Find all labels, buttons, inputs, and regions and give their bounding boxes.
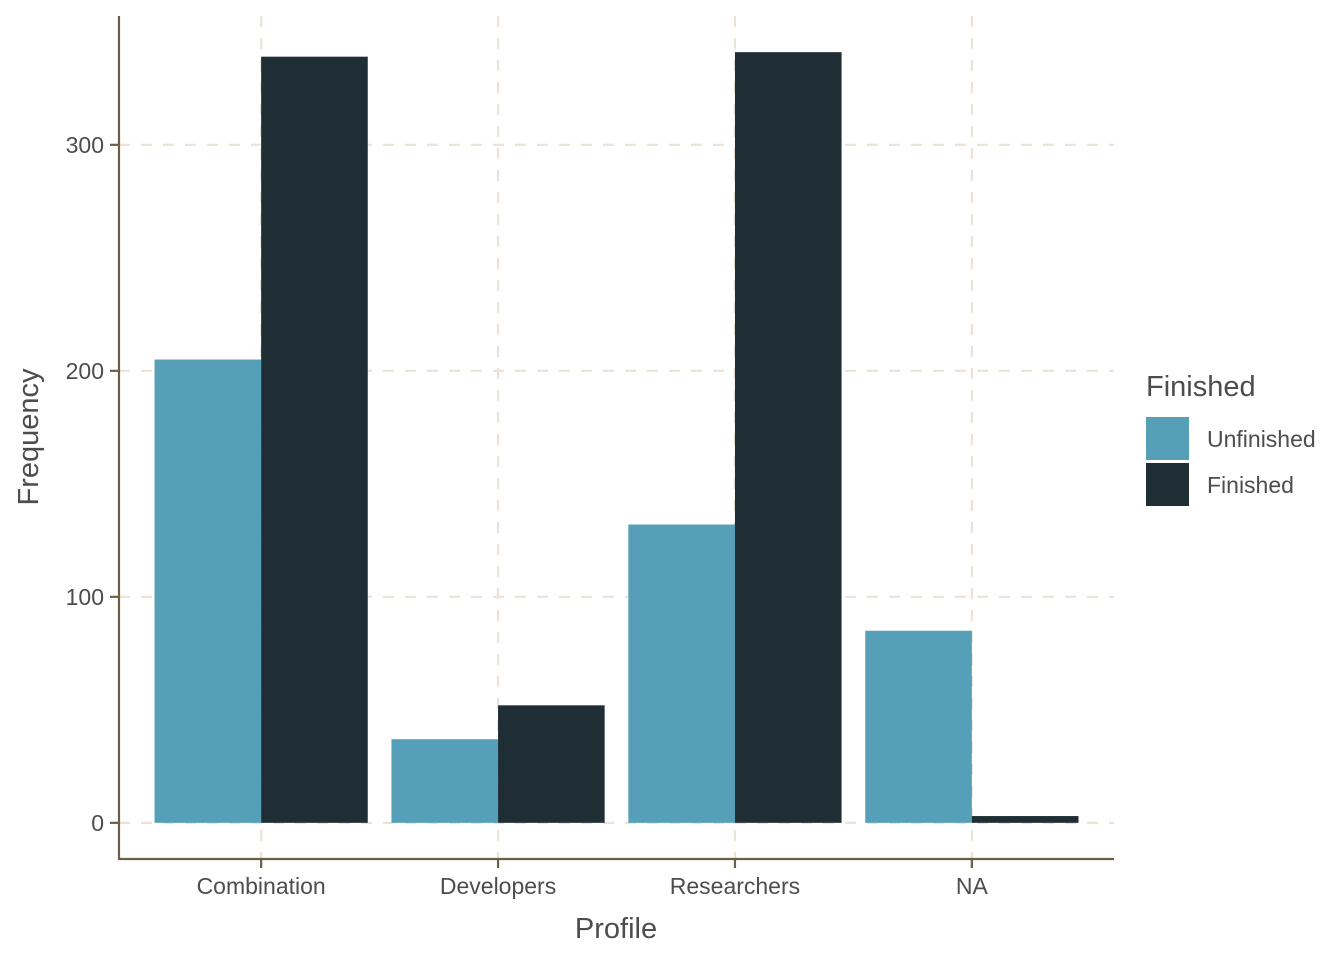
bar-unfinished [154,359,262,823]
legend-items: Unfinished Finished [1146,417,1316,506]
legend-label: Unfinished [1207,426,1316,452]
bar-unfinished [628,524,735,823]
legend-key-unfinished [1146,417,1189,460]
ticks-layer: 0 100 200 300 Combination Developers Researche… [66,132,989,899]
bar-unfinished [391,739,499,823]
bar-finished [734,52,842,823]
bar-finished [498,705,605,823]
y-axis-title: Frequency [13,368,45,506]
x-tick-label: NA [956,873,989,899]
legend-title: Finished [1146,371,1256,403]
legend: Finished Unfinished Finished [1146,371,1316,506]
x-tick-label: Combination [197,873,326,899]
bars-layer [154,52,1079,823]
y-tick-label: 100 [66,584,104,610]
bar-finished [261,56,368,823]
x-tick-label: Researchers [670,873,800,899]
legend-key-finished [1146,463,1189,506]
bar-unfinished [865,630,972,823]
y-tick-label: 0 [91,810,104,836]
y-tick-label: 200 [66,358,104,384]
bar-finished [971,816,1079,823]
axes-layer [117,16,1114,861]
legend-label: Finished [1207,472,1294,498]
x-axis-title: Profile [575,913,657,945]
x-tick-label: Developers [440,873,556,899]
y-tick-label: 300 [66,132,104,158]
